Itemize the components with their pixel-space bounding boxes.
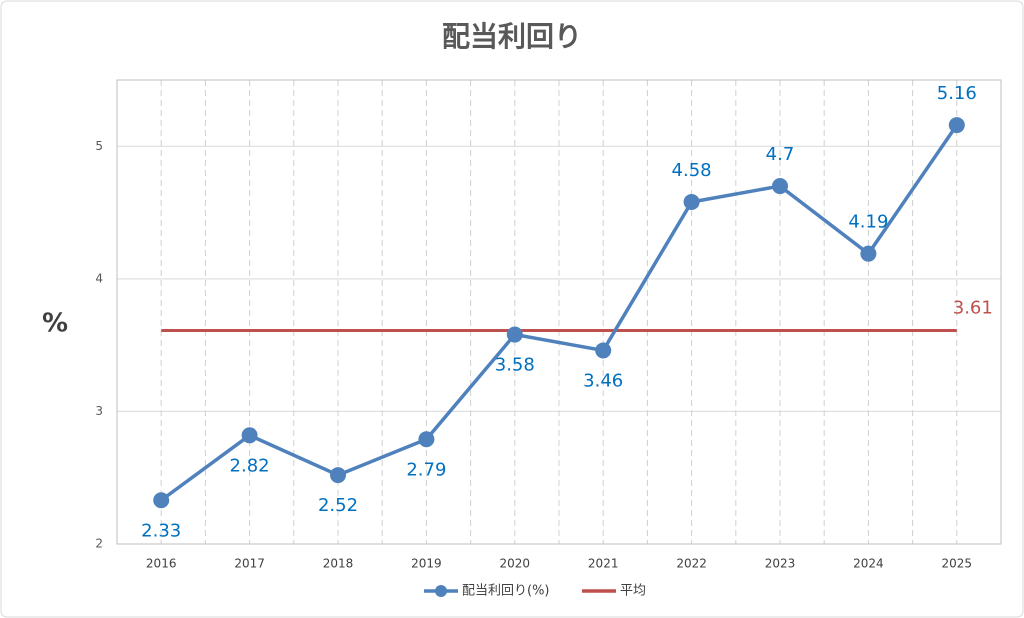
x-tick-label: 2023 [765,557,796,571]
x-tick-label: 2020 [500,557,531,571]
x-tick-label: 2019 [411,557,442,571]
chart-title: 配当利回り [442,20,582,53]
data-point [506,326,523,343]
y-tick-label: 5 [95,139,103,153]
x-tick-label: 2024 [853,557,884,571]
data-point [772,178,788,195]
y-tick-label: 2 [95,537,103,551]
data-point [860,245,877,262]
y-tick-label: 3 [95,404,103,418]
x-tick-label: 2022 [676,557,707,571]
data-label: 4.19 [848,212,888,233]
plot-border [116,79,1002,545]
y-tick-label: 4 [95,271,103,285]
data-point [948,117,965,134]
data-label: 3.46 [583,370,623,391]
data-point [683,193,700,210]
data-label: 5.16 [937,83,977,104]
x-tick-label: 2017 [234,557,265,571]
data-label: 2.79 [406,459,446,480]
data-label: 2.52 [318,495,358,516]
legend-marker [435,585,447,597]
data-point [241,427,258,444]
data-label: 4.7 [766,144,795,165]
data-point [330,467,346,484]
x-tick-label: 2018 [323,557,354,571]
data-point [595,342,612,359]
series-line [160,124,959,502]
data-label: 2.33 [141,520,181,541]
average-label: 3.61 [953,298,993,319]
x-tick-label: 2025 [942,557,973,571]
data-label: 4.58 [672,160,712,181]
x-tick-label: 2016 [146,557,177,571]
legend-label: 平均 [620,584,646,599]
data-point [153,492,170,509]
legend-label: 配当利回り(%) [462,584,550,599]
y-axis-label: % [42,309,68,339]
x-tick-label: 2021 [588,557,619,571]
data-label: 2.82 [230,455,270,476]
data-point [418,431,435,448]
data-label: 3.58 [495,355,535,376]
